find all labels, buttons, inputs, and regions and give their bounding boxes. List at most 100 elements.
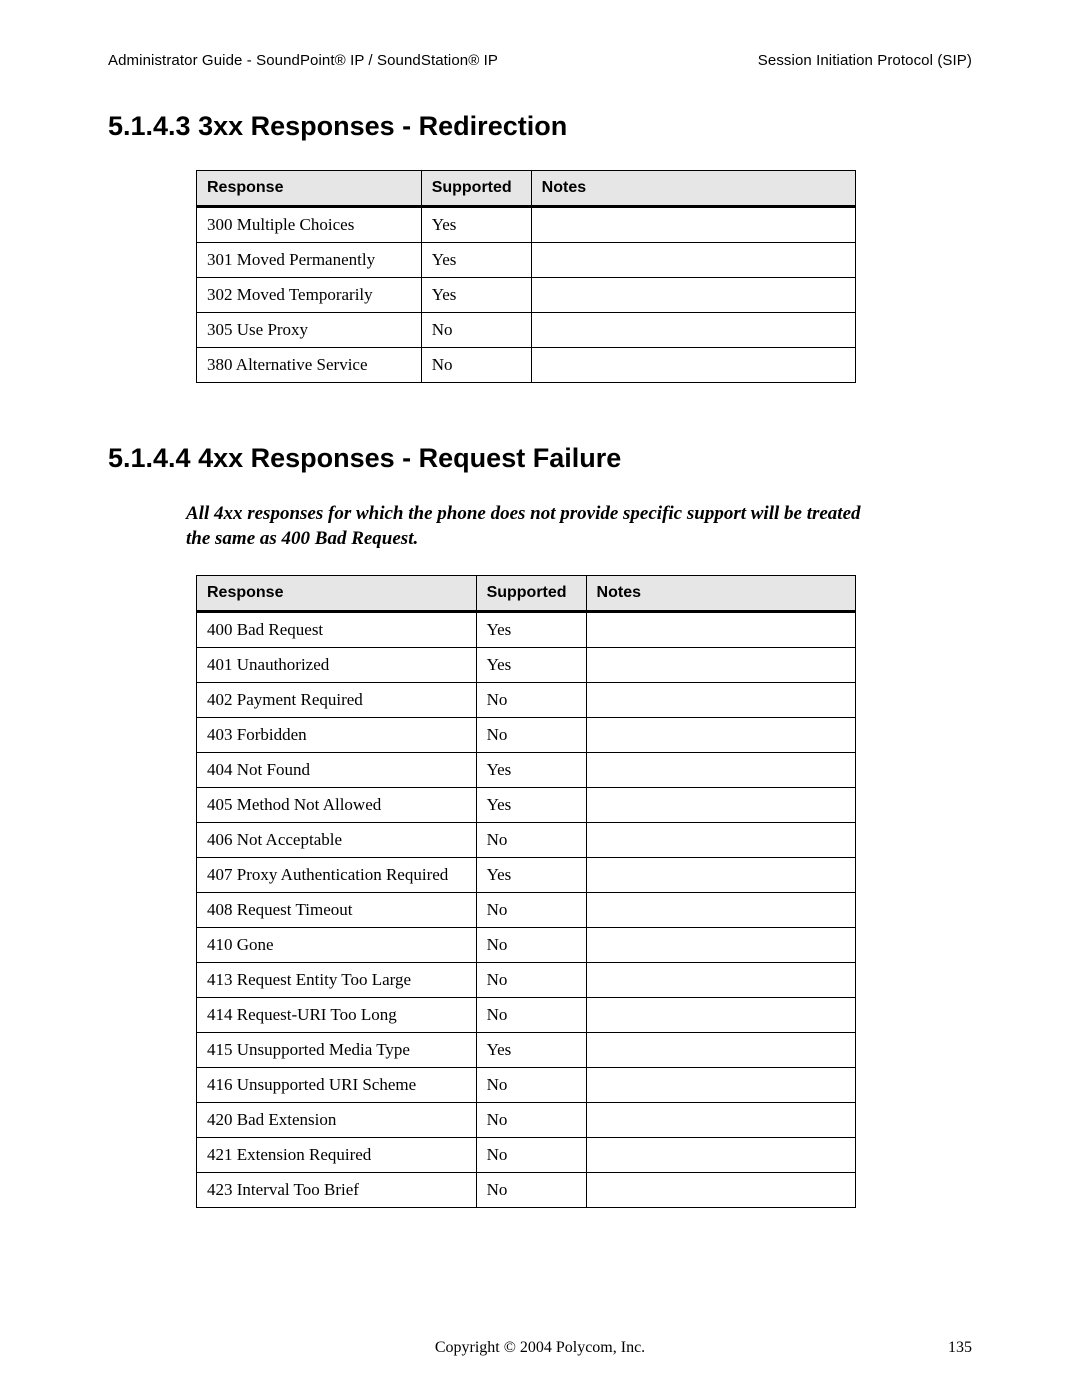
table-row: 404 Not FoundYes [197,753,856,788]
cell-response: 423 Interval Too Brief [197,1173,477,1208]
cell-supported: No [476,683,586,718]
cell-notes [586,998,855,1033]
page: Administrator Guide - SoundPoint® IP / S… [0,0,1080,1397]
th-response: Response [197,171,422,207]
cell-supported: Yes [476,612,586,648]
cell-supported: Yes [421,243,531,278]
table-header-row: Response Supported Notes [197,171,856,207]
cell-supported: Yes [476,858,586,893]
cell-response: 407 Proxy Authentication Required [197,858,477,893]
cell-response: 408 Request Timeout [197,893,477,928]
cell-notes [586,1103,855,1138]
running-head-left: Administrator Guide - SoundPoint® IP / S… [108,52,498,69]
cell-response: 415 Unsupported Media Type [197,1033,477,1068]
cell-response: 410 Gone [197,928,477,963]
cell-response: 416 Unsupported URI Scheme [197,1068,477,1103]
cell-notes [586,683,855,718]
table-row: 305 Use ProxyNo [197,313,856,348]
cell-supported: No [476,928,586,963]
cell-notes [531,278,855,313]
cell-supported: No [476,893,586,928]
table-row: 416 Unsupported URI SchemeNo [197,1068,856,1103]
cell-response: 413 Request Entity Too Large [197,963,477,998]
table-3xx: Response Supported Notes 300 Multiple Ch… [196,170,856,383]
table-row: 420 Bad ExtensionNo [197,1103,856,1138]
table-4xx: Response Supported Notes 400 Bad Request… [196,575,856,1208]
table-row: 414 Request-URI Too LongNo [197,998,856,1033]
cell-notes [531,313,855,348]
cell-notes [531,243,855,278]
cell-response: 380 Alternative Service [197,348,422,383]
cell-notes [586,1173,855,1208]
cell-supported: No [476,1138,586,1173]
th-response: Response [197,576,477,612]
cell-supported: No [421,313,531,348]
table-row: 405 Method Not AllowedYes [197,788,856,823]
table-header-row: Response Supported Notes [197,576,856,612]
th-supported: Supported [476,576,586,612]
cell-notes [586,612,855,648]
cell-response: 301 Moved Permanently [197,243,422,278]
cell-response: 414 Request-URI Too Long [197,998,477,1033]
table-row: 406 Not AcceptableNo [197,823,856,858]
cell-supported: Yes [476,788,586,823]
table-row: 300 Multiple ChoicesYes [197,207,856,243]
cell-response: 406 Not Acceptable [197,823,477,858]
running-head-right: Session Initiation Protocol (SIP) [758,52,972,69]
cell-notes [586,648,855,683]
th-supported: Supported [421,171,531,207]
cell-supported: Yes [421,278,531,313]
table-row: 380 Alternative ServiceNo [197,348,856,383]
cell-supported: No [421,348,531,383]
table-row: 421 Extension RequiredNo [197,1138,856,1173]
cell-response: 300 Multiple Choices [197,207,422,243]
table-3xx-body: 300 Multiple ChoicesYes301 Moved Permane… [197,207,856,383]
cell-notes [586,1033,855,1068]
cell-response: 404 Not Found [197,753,477,788]
cell-notes [586,788,855,823]
cell-notes [586,858,855,893]
cell-notes [586,823,855,858]
cell-supported: No [476,1068,586,1103]
table-row: 408 Request TimeoutNo [197,893,856,928]
cell-response: 400 Bad Request [197,612,477,648]
cell-notes [586,753,855,788]
cell-response: 302 Moved Temporarily [197,278,422,313]
table-row: 403 ForbiddenNo [197,718,856,753]
table-row: 413 Request Entity Too LargeNo [197,963,856,998]
table-row: 402 Payment RequiredNo [197,683,856,718]
table-row: 301 Moved PermanentlyYes [197,243,856,278]
page-footer: Copyright © 2004 Polycom, Inc. 135 [108,1339,972,1357]
cell-supported: Yes [476,1033,586,1068]
th-notes: Notes [586,576,855,612]
table-row: 400 Bad RequestYes [197,612,856,648]
cell-notes [586,928,855,963]
cell-response: 403 Forbidden [197,718,477,753]
heading-4xx: 5.1.4.4 4xx Responses - Request Failure [108,443,972,474]
cell-notes [586,1068,855,1103]
cell-supported: Yes [476,753,586,788]
cell-supported: No [476,1173,586,1208]
cell-notes [586,963,855,998]
cell-response: 420 Bad Extension [197,1103,477,1138]
footer-copyright: Copyright © 2004 Polycom, Inc. [108,1339,972,1357]
table-row: 302 Moved TemporarilyYes [197,278,856,313]
cell-notes [586,893,855,928]
cell-response: 305 Use Proxy [197,313,422,348]
table-row: 401 UnauthorizedYes [197,648,856,683]
cell-supported: No [476,718,586,753]
cell-response: 405 Method Not Allowed [197,788,477,823]
cell-notes [531,348,855,383]
table-row: 410 GoneNo [197,928,856,963]
cell-response: 421 Extension Required [197,1138,477,1173]
cell-supported: No [476,998,586,1033]
table-row: 407 Proxy Authentication RequiredYes [197,858,856,893]
cell-supported: No [476,1103,586,1138]
note-4xx: All 4xx responses for which the phone do… [186,502,876,551]
running-head: Administrator Guide - SoundPoint® IP / S… [108,52,972,69]
cell-notes [586,1138,855,1173]
table-row: 415 Unsupported Media TypeYes [197,1033,856,1068]
table-4xx-body: 400 Bad RequestYes401 UnauthorizedYes402… [197,612,856,1208]
cell-response: 401 Unauthorized [197,648,477,683]
cell-supported: Yes [476,648,586,683]
